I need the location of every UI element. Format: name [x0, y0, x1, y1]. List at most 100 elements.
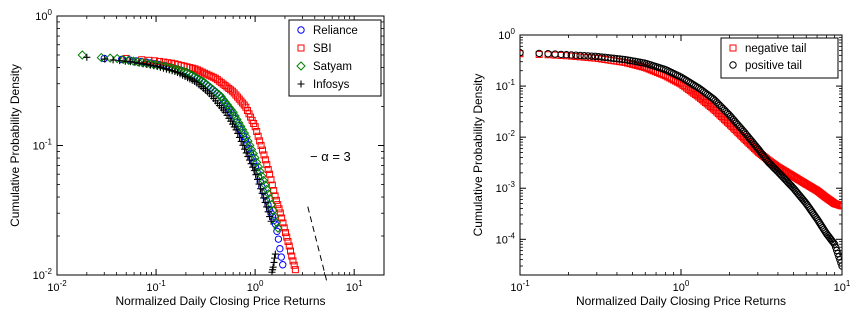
- data-point: [147, 61, 155, 69]
- x-axis-label: Normalized Daily Closing Price Returns: [115, 294, 325, 308]
- data-point: [783, 177, 791, 185]
- data-point: [584, 52, 592, 60]
- data-point: [831, 243, 840, 251]
- data-point: [267, 176, 275, 184]
- data-point: [171, 64, 181, 74]
- series-reliance: [100, 54, 287, 269]
- legend-marker: [297, 26, 305, 34]
- data-point: [270, 258, 278, 266]
- data-point: [242, 149, 250, 157]
- data-point: [126, 58, 134, 66]
- data-point: [283, 233, 291, 241]
- y-axis-label: Cumulative Probability Density: [471, 74, 485, 237]
- data-point: [77, 50, 87, 60]
- data-point: [235, 121, 246, 132]
- data-point: [776, 170, 785, 179]
- y-tick-label: 100: [35, 8, 52, 23]
- data-point: [248, 148, 258, 159]
- legend-label: positive tail: [745, 60, 802, 72]
- data-point: [250, 153, 260, 163]
- data-point: [770, 164, 778, 172]
- data-point: [567, 51, 576, 59]
- data-point: [153, 62, 161, 70]
- data-point: [257, 185, 265, 193]
- data-point: [623, 56, 632, 64]
- data-point: [245, 156, 253, 164]
- data-point: [263, 189, 274, 199]
- data-point: [276, 244, 284, 253]
- series-satyam: [77, 50, 283, 233]
- data-point: [273, 223, 283, 233]
- data-point: [165, 63, 175, 73]
- data-point: [191, 65, 199, 73]
- data-point: [96, 52, 107, 63]
- data-point: [838, 262, 842, 270]
- data-point: [773, 166, 781, 175]
- data-point: [613, 54, 621, 63]
- data-point: [260, 151, 268, 159]
- x-tick-label: 101: [346, 279, 363, 294]
- data-point: [209, 73, 217, 81]
- data-point: [241, 145, 249, 153]
- data-point: [781, 176, 790, 184]
- data-point: [239, 141, 247, 149]
- data-point: [544, 50, 552, 58]
- data-point: [159, 64, 167, 72]
- data-point: [252, 157, 262, 168]
- legend-label: SBI: [313, 43, 332, 55]
- reference-line: [307, 206, 328, 282]
- legend-marker: [296, 61, 306, 71]
- data-point: [562, 50, 571, 59]
- data-point: [235, 133, 243, 141]
- data-point: [264, 208, 272, 216]
- data-point: [261, 198, 269, 206]
- data-point: [244, 153, 252, 161]
- right-plot: 10-1 100 10110-410-310-210-1100Normalized …: [471, 27, 851, 308]
- y-tick-label: 10-3: [496, 180, 516, 195]
- data-point: [262, 184, 272, 195]
- reference-line-label: − α = 3: [310, 149, 351, 164]
- data-point: [780, 174, 788, 183]
- data-point: [263, 161, 271, 169]
- x-tick-label: 10-2: [47, 279, 67, 294]
- data-point: [196, 67, 204, 75]
- data-point: [584, 54, 592, 62]
- data-point: [281, 229, 289, 237]
- data-point: [278, 214, 286, 222]
- data-point: [557, 50, 565, 59]
- data-point: [241, 132, 251, 142]
- data-point: [264, 165, 272, 173]
- data-point: [234, 129, 242, 137]
- data-point: [269, 263, 277, 271]
- data-point: [271, 250, 279, 258]
- data-point: [156, 63, 164, 71]
- data-point: [245, 140, 255, 151]
- y-tick-label: 10-2: [496, 129, 516, 144]
- legend-marker: [729, 61, 737, 69]
- data-point: [778, 172, 786, 180]
- data-point: [263, 203, 271, 211]
- legend-label: Reliance: [313, 25, 358, 37]
- data-point: [249, 163, 257, 171]
- data-point: [143, 60, 151, 68]
- data-point: [248, 153, 256, 162]
- data-point: [139, 60, 147, 68]
- data-point: [285, 242, 293, 250]
- data-point: [135, 59, 143, 67]
- data-point: [198, 68, 206, 76]
- data-point: [838, 202, 842, 210]
- data-point: [194, 66, 202, 74]
- data-point: [288, 252, 296, 260]
- data-point: [261, 156, 269, 164]
- data-point: [290, 261, 298, 269]
- legend-label: Infosys: [313, 79, 350, 91]
- data-point: [252, 171, 260, 179]
- data-point: [833, 246, 841, 255]
- data-point: [774, 168, 782, 176]
- data-point: [679, 74, 687, 83]
- data-point: [779, 173, 787, 181]
- data-point: [109, 56, 117, 64]
- data-point: [829, 239, 838, 247]
- data-point: [771, 165, 780, 174]
